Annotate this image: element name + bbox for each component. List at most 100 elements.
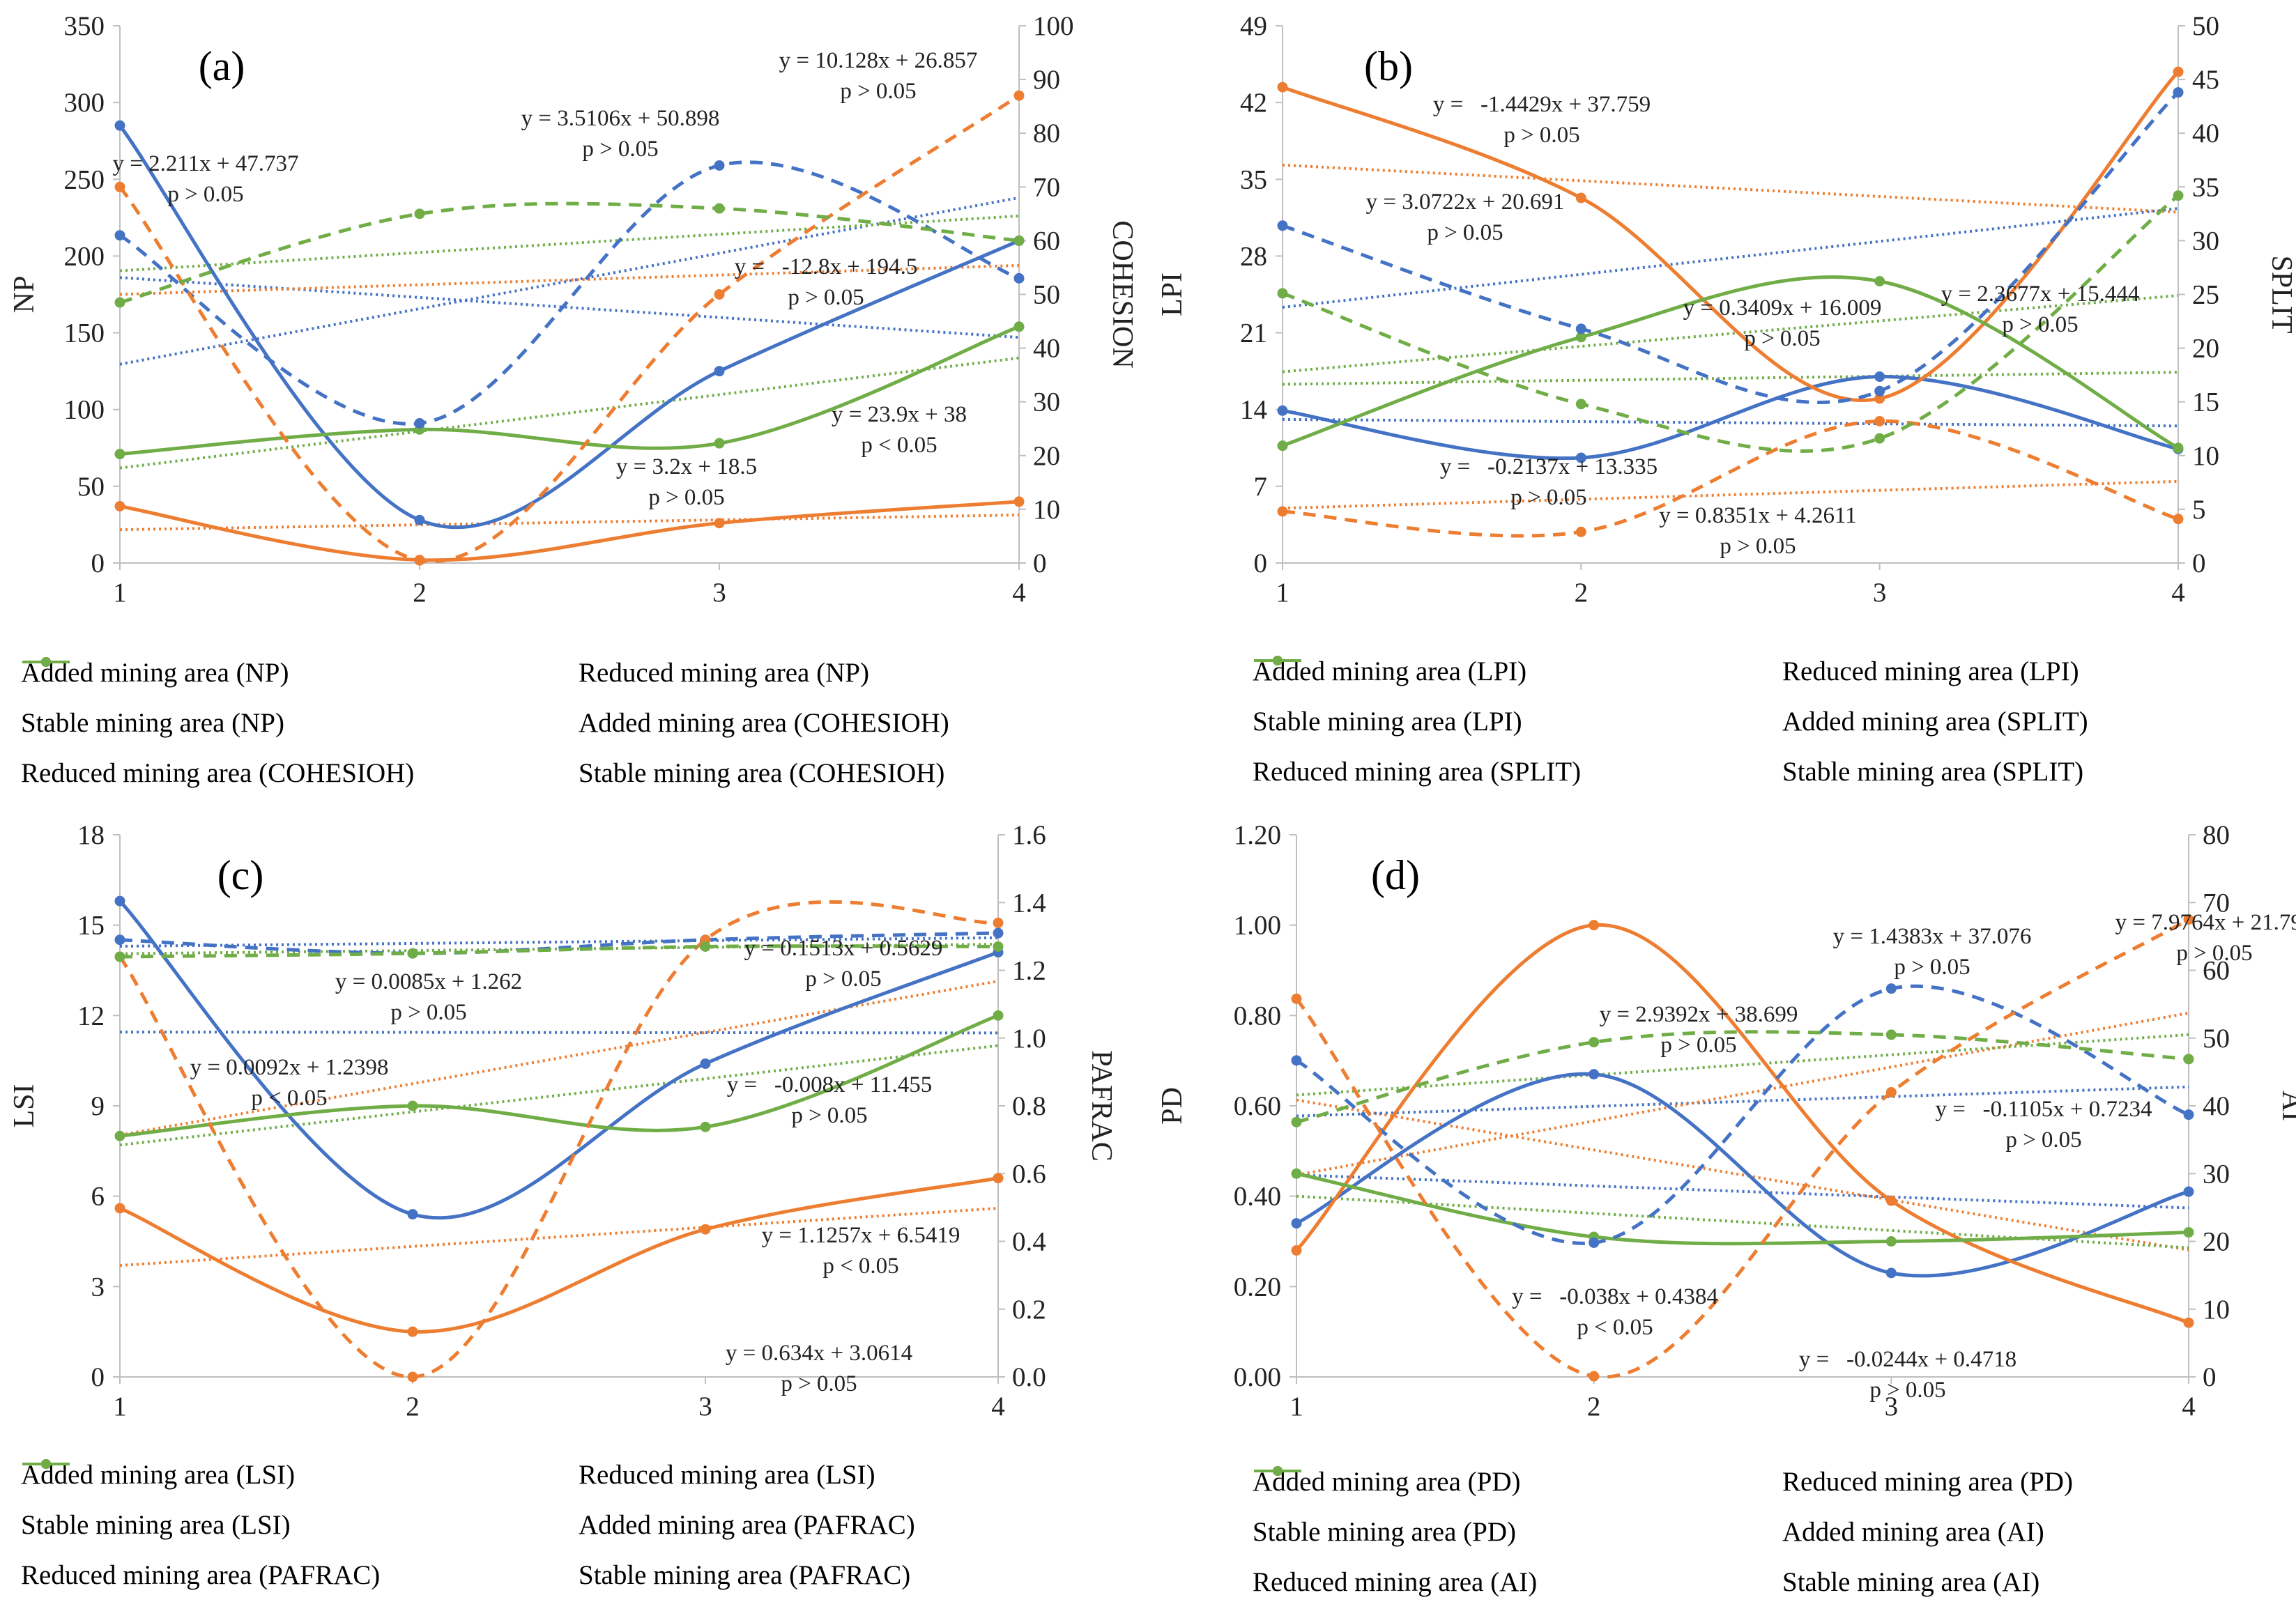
legend-label: Reduced mining area (LPI)	[1782, 656, 2079, 686]
equation-text: y = 3.2x + 18.5	[616, 454, 757, 479]
equation-annotation: y = 0.8351x + 4.2611 p > 0.05	[1659, 503, 1857, 559]
y2-tick-label: 0.4	[1012, 1227, 1046, 1257]
series-point	[1575, 192, 1586, 203]
x-tick-label: 1	[113, 578, 127, 608]
y-tick-label: 21	[1240, 318, 1267, 348]
y2-tick-label: 1.4	[1012, 888, 1046, 918]
series-1	[114, 1173, 1004, 1337]
equation-annotation: y = 0.1513x + 0.5629 p > 0.05	[744, 936, 943, 992]
y-tick-label: 0.60	[1234, 1091, 1281, 1121]
y-tick-label: 35	[1240, 164, 1267, 194]
y2-tick-label: 0.8	[1012, 1091, 1046, 1121]
legend: Added mining area (LSI) Reduced mining ar…	[21, 1457, 1108, 1592]
series-point	[714, 203, 725, 214]
y-tick-label: 6	[91, 1182, 105, 1212]
equation-text: p > 0.05	[1510, 485, 1586, 510]
y-tick-label: 42	[1240, 88, 1267, 118]
y2-tick-label: 15	[2192, 387, 2219, 417]
y2-tick-label: 80	[2203, 820, 2230, 850]
series-point	[1589, 920, 1600, 931]
trendline-orange	[119, 514, 1020, 532]
equation-text: p > 0.05	[582, 137, 658, 162]
series-point	[993, 941, 1004, 952]
equation-text: y = -0.1105x + 0.7234	[1936, 1097, 2152, 1122]
series-line	[119, 201, 1020, 305]
series-line	[1282, 275, 2180, 449]
legend-item: Reduced mining area (NP)	[22, 655, 1108, 690]
legend-item: Reduced mining area (SPLIT)	[1253, 656, 1754, 789]
series-point	[1013, 235, 1025, 246]
equation-text: y = 1.4383x + 37.076	[1833, 924, 2032, 949]
legend-marker	[41, 1459, 51, 1469]
series-point	[407, 1326, 418, 1337]
y2-axis-title: COHESION	[1106, 220, 1138, 368]
y-tick-label: 150	[64, 318, 105, 348]
equation-text: y = 2.3677x + 15.444	[1941, 282, 2140, 307]
equation-text: p < 0.05	[822, 1254, 898, 1279]
x-tick-label: 4	[2182, 1392, 2196, 1421]
legend-item: Added mining area (PD)	[1253, 1464, 1754, 1499]
trendline-green	[1296, 1033, 2189, 1097]
series-point	[1885, 1195, 1897, 1206]
series-point	[1575, 399, 1586, 410]
legend-label: Stable mining area (LPI)	[1253, 706, 1522, 737]
y-tick-label: 7	[1254, 472, 1268, 502]
equation-text: y = 2.9392x + 38.699	[1600, 1002, 1798, 1027]
series-line	[118, 94, 1020, 564]
equation-annotation: y = -0.2137x + 13.335 p > 0.05	[1440, 454, 1658, 510]
series-point	[2173, 190, 2184, 201]
legend-item: Reduced mining area (AI)	[1253, 1466, 1754, 1599]
series-point	[1291, 1116, 1302, 1127]
y2-tick-label: 0.0	[1012, 1362, 1046, 1392]
series-line	[119, 1013, 999, 1138]
series-point	[2173, 87, 2184, 98]
y2-tick-label: 70	[1033, 172, 1060, 202]
equation-annotation: y = 23.9x + 38 p < 0.05	[832, 402, 967, 458]
equation-text: p > 0.05	[2002, 312, 2078, 337]
equation-text: p > 0.05	[167, 182, 243, 207]
legend-item: Added mining area (SPLIT)	[1254, 656, 2284, 739]
series-point	[414, 418, 425, 429]
series-point	[2183, 1317, 2194, 1328]
equation-text: y = 0.1513x + 0.5629	[744, 936, 943, 961]
series-point	[1291, 1168, 1302, 1179]
series-point	[2173, 66, 2184, 77]
equation-text: p > 0.05	[781, 1371, 857, 1396]
x-tick-label: 1	[113, 1392, 127, 1421]
equation-annotation: y = -0.008x + 11.455 p > 0.05	[727, 1072, 933, 1128]
series-1	[1291, 920, 2194, 1328]
y-tick-label: 9	[91, 1091, 105, 1121]
legend-item: Stable mining area (PD)	[1253, 1466, 1754, 1549]
equation-annotation: y = 1.4383x + 37.076 p > 0.05	[1833, 924, 2032, 980]
equation-annotation: y = 2.3677x + 15.444 p > 0.05	[1941, 282, 2140, 337]
y-tick-label: 0	[91, 548, 105, 578]
series-point	[1874, 393, 1885, 404]
series-point	[714, 518, 725, 529]
y-tick-label: 50	[77, 472, 105, 502]
series-point	[1874, 385, 1885, 396]
series-point	[1885, 983, 1897, 994]
series-line	[118, 160, 1020, 426]
series-point	[1885, 1029, 1897, 1040]
series-point	[700, 1224, 711, 1235]
trendline-orange	[1282, 479, 2179, 510]
legend-item: Added mining area (PAFRAC)	[22, 1459, 1108, 1542]
trendline-green	[119, 1044, 999, 1147]
series-point	[1277, 440, 1288, 452]
chart-svg: 0.00 0.20 0.40 0.60 0.80 1.00 1.20 0 10 20 30 40 50 6…	[1156, 820, 2296, 1421]
y2-tick-label: 40	[2203, 1091, 2230, 1121]
trendline-orange	[119, 1206, 999, 1268]
equation-annotation: y = 7.9764x + 21.795 p > 0.05	[2115, 910, 2296, 966]
series-line	[119, 1176, 999, 1334]
trendline-green	[1282, 294, 2179, 373]
series-point	[114, 120, 125, 131]
legend-marker	[1273, 656, 1283, 665]
equation-text: p > 0.05	[648, 485, 724, 510]
equation-text: p > 0.05	[788, 285, 864, 310]
y-tick-label: 0	[1254, 548, 1268, 578]
series-5	[114, 201, 1025, 308]
legend-item: Stable mining area (LPI)	[1253, 656, 1754, 739]
series-2	[114, 1010, 1004, 1141]
y2-tick-label: 30	[2192, 226, 2219, 256]
equation-text: p > 0.05	[1720, 534, 1796, 559]
